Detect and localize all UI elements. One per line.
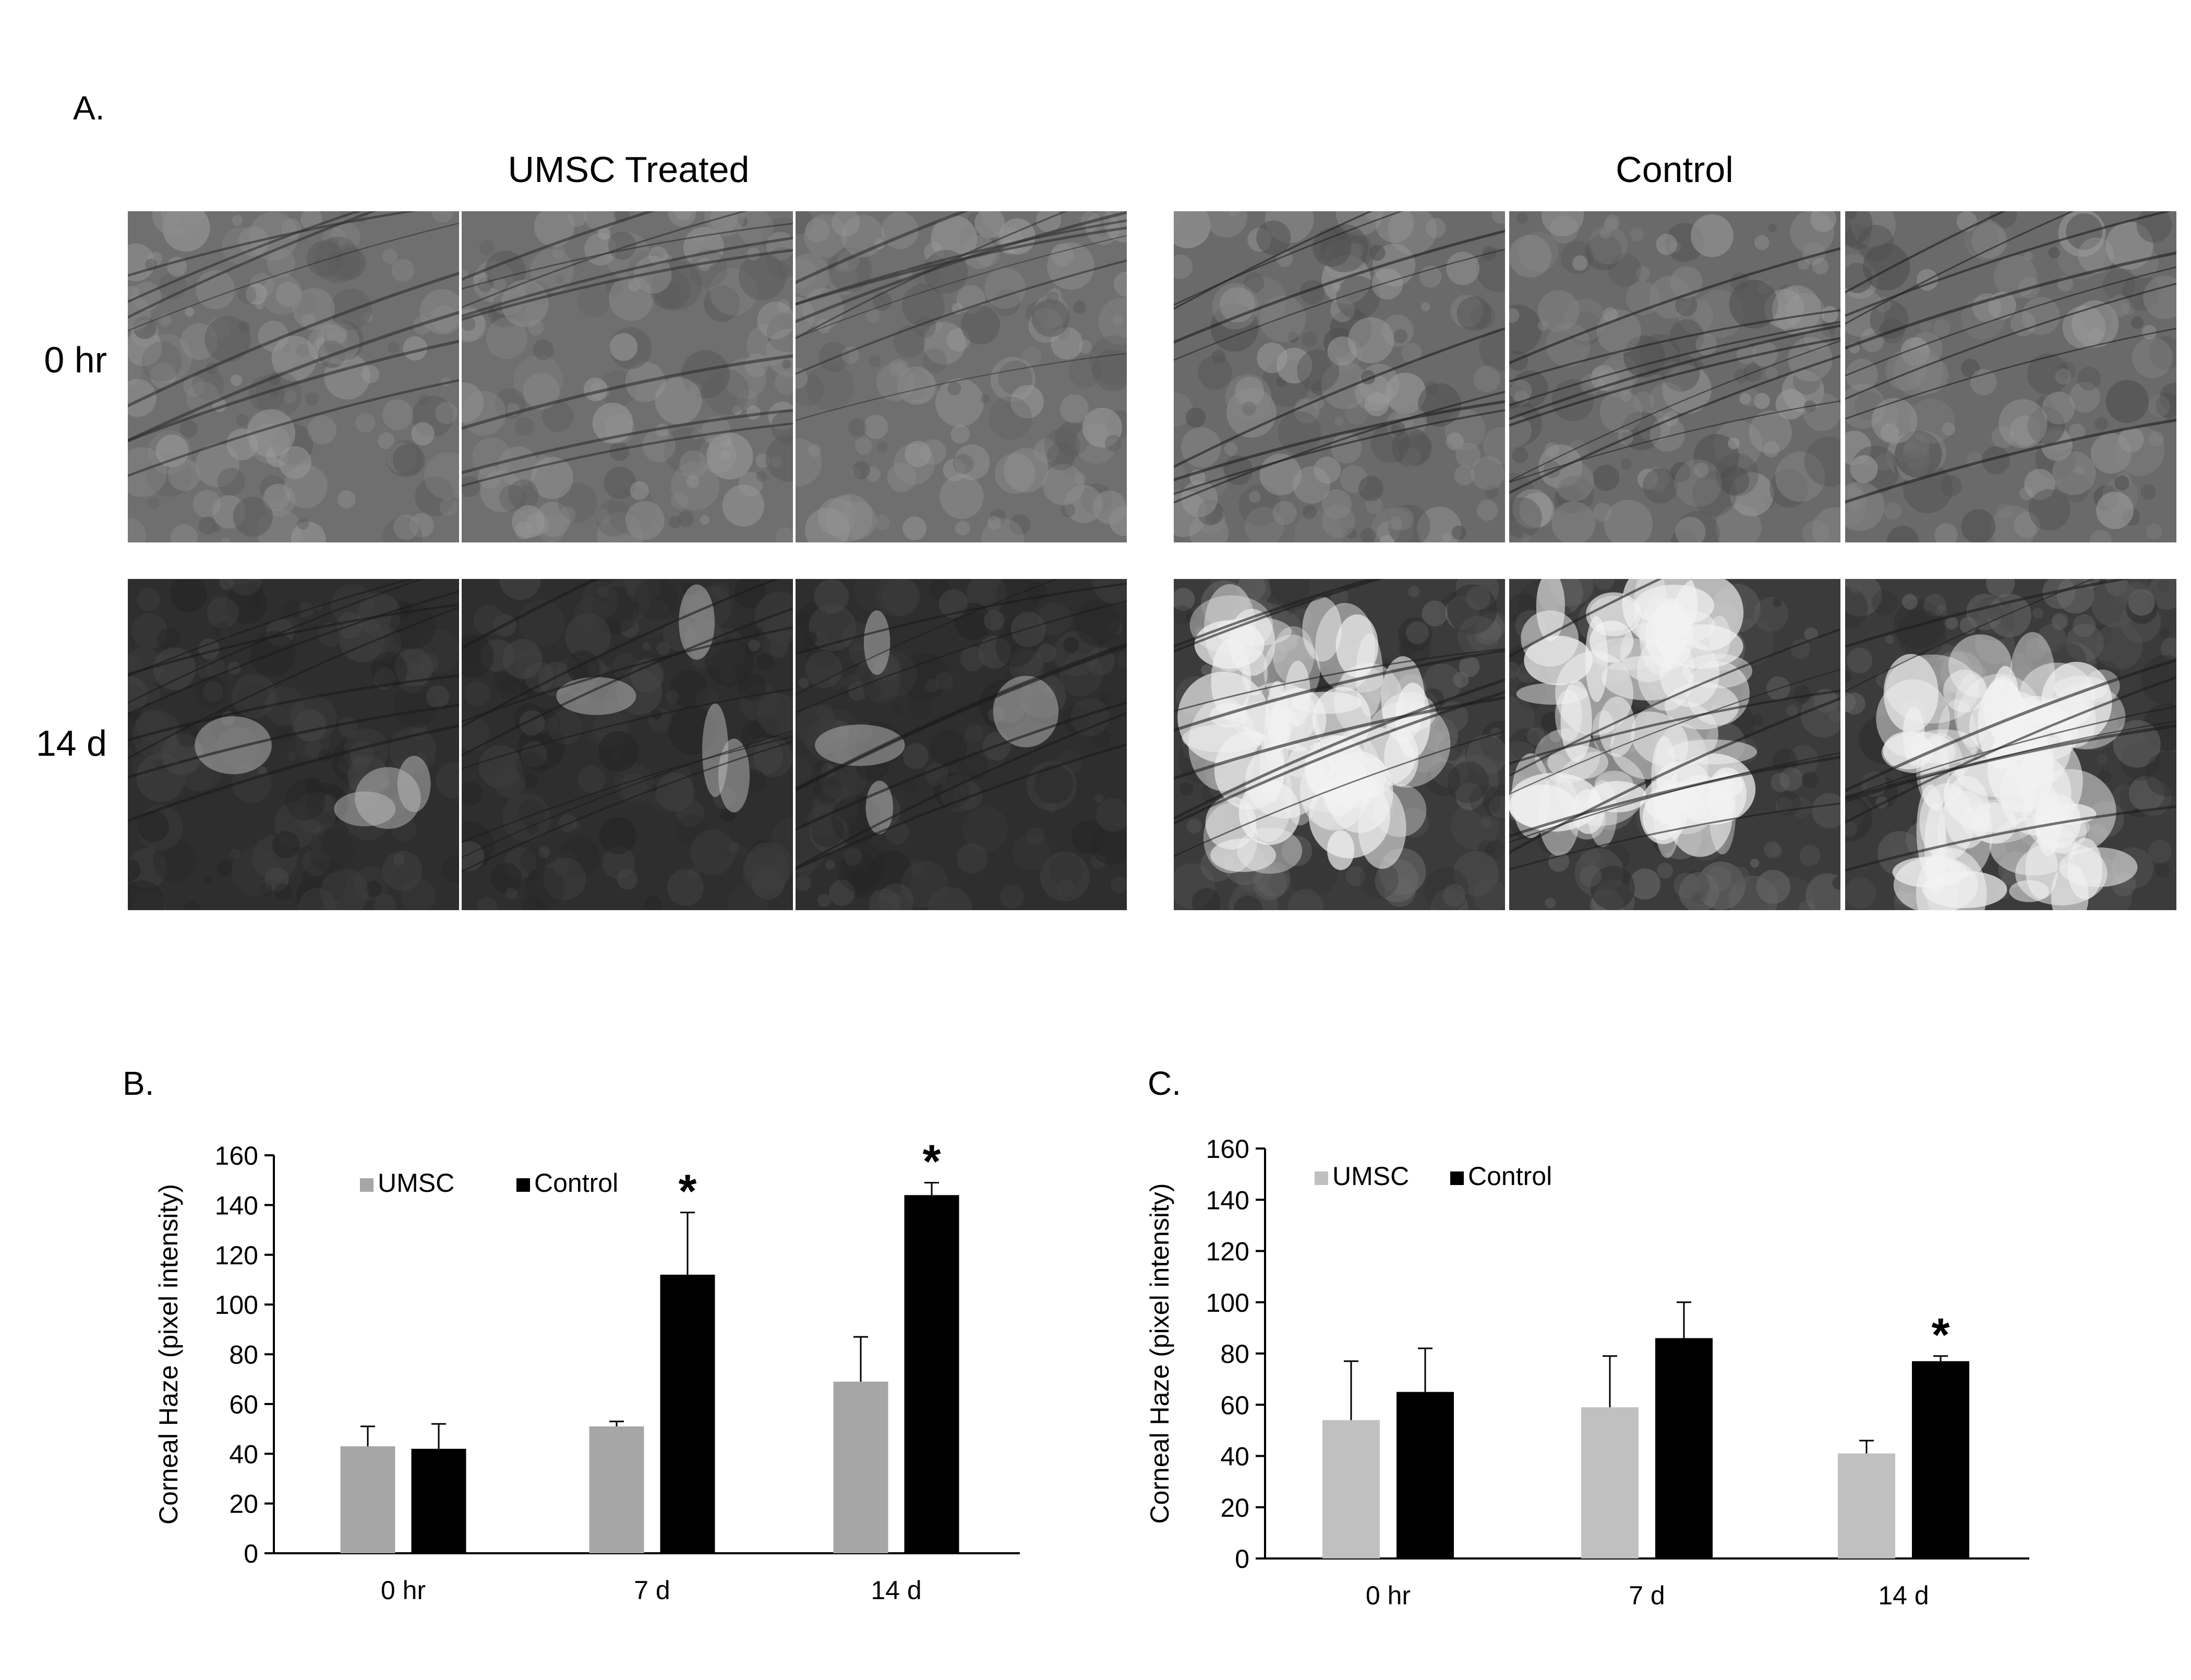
bar-control-0 <box>1397 1392 1454 1558</box>
y-tick-label: 0 <box>1235 1544 1249 1574</box>
microscopy-image-tile <box>796 579 1127 910</box>
bar-umsc-0 <box>1322 1420 1380 1558</box>
x-tick-label: 7 d <box>1629 1581 1665 1610</box>
y-tick-label: 100 <box>215 1290 258 1320</box>
row-label-14d: 14 d <box>35 723 107 764</box>
microscopy-image-tile <box>1174 211 1505 542</box>
microscopy-image-tile <box>796 211 1127 542</box>
significance-marker: * <box>1931 1309 1949 1361</box>
y-tick-label: 20 <box>1220 1493 1249 1522</box>
y-axis-title: Corneal Haze (pixel intensity) <box>1145 1183 1174 1524</box>
bar-umsc-2 <box>1838 1453 1895 1558</box>
bar-umsc-2 <box>833 1381 888 1553</box>
y-tick-label: 0 <box>244 1539 258 1568</box>
microscopy-image-tile <box>128 211 459 542</box>
microscopy-image-tile <box>1845 211 2176 542</box>
panel-b-label: B. <box>123 1065 154 1102</box>
x-tick-label: 14 d <box>1878 1581 1929 1610</box>
y-tick-label: 40 <box>1220 1442 1249 1471</box>
panel-a-label: A. <box>73 89 105 127</box>
legend-label-control: Control <box>1468 1162 1552 1191</box>
bar-control-1 <box>660 1274 715 1553</box>
bar-umsc-1 <box>589 1426 644 1553</box>
y-tick-label: 40 <box>229 1440 258 1469</box>
row-label-0hr: 0 hr <box>44 340 107 380</box>
microscopy-image-tile <box>1174 579 1505 910</box>
y-tick-label: 160 <box>215 1141 258 1170</box>
y-tick-label: 160 <box>1206 1134 1249 1164</box>
y-tick-label: 60 <box>1220 1391 1249 1420</box>
y-tick-label: 140 <box>215 1191 258 1220</box>
y-tick-label: 80 <box>1220 1339 1249 1369</box>
x-tick-label: 0 hr <box>1366 1581 1411 1610</box>
x-tick-label: 0 hr <box>381 1576 426 1605</box>
group-title-umsc: UMSC Treated <box>508 149 750 190</box>
y-tick-label: 60 <box>229 1390 258 1419</box>
bar-umsc-1 <box>1581 1407 1639 1558</box>
bar-control-1 <box>1655 1338 1713 1558</box>
bar-umsc-0 <box>340 1446 395 1553</box>
y-tick-label: 80 <box>229 1340 258 1370</box>
y-tick-label: 120 <box>1206 1237 1249 1266</box>
legend-label-umsc: UMSC <box>1332 1162 1409 1191</box>
microscopy-image-tile <box>1509 211 1840 542</box>
x-tick-label: 7 d <box>634 1576 670 1605</box>
y-axis-title: Corneal Haze (pixel intensity) <box>154 1184 183 1525</box>
legend-label-control: Control <box>534 1168 618 1198</box>
x-tick-label: 14 d <box>871 1576 921 1605</box>
y-tick-label: 120 <box>215 1241 258 1270</box>
bar-control-2 <box>1912 1361 1969 1558</box>
group-title-control: Control <box>1616 149 1733 190</box>
y-tick-label: 140 <box>1206 1186 1249 1215</box>
legend-label-umsc: UMSC <box>378 1168 454 1198</box>
panel-c-label: C. <box>1148 1065 1181 1102</box>
microscopy-image-tile <box>1509 579 1840 910</box>
bar-control-2 <box>904 1195 959 1553</box>
legend-swatch-control <box>1450 1171 1464 1185</box>
significance-marker: * <box>678 1166 696 1218</box>
microscopy-image-tile <box>128 579 459 910</box>
bar-control-0 <box>411 1448 466 1553</box>
y-tick-label: 100 <box>1206 1288 1249 1318</box>
legend-swatch-control <box>516 1178 530 1192</box>
microscopy-image-tile <box>462 579 793 910</box>
y-tick-label: 20 <box>229 1490 258 1519</box>
significance-marker: * <box>922 1135 941 1188</box>
microscopy-image-tile <box>462 211 793 542</box>
microscopy-image-tile <box>1845 579 2176 910</box>
legend-swatch-umsc <box>1315 1171 1328 1185</box>
legend-swatch-umsc <box>360 1178 374 1192</box>
